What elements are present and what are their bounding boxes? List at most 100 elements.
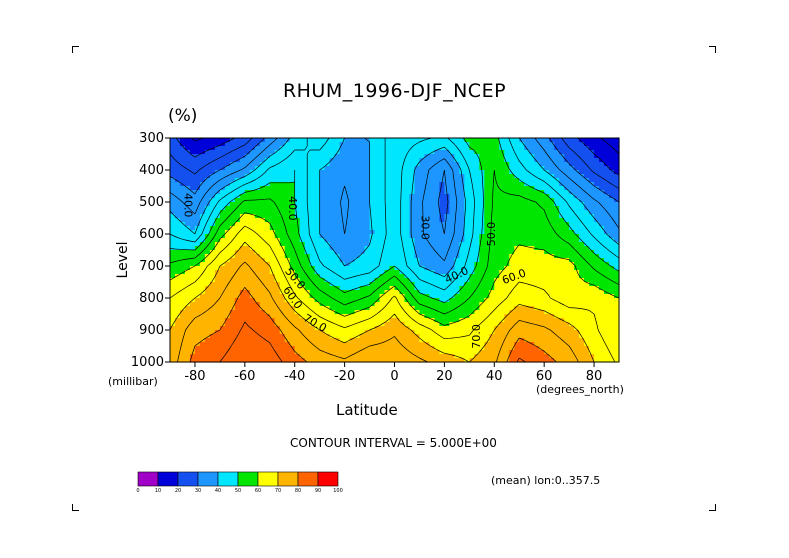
heatmap-cell (374, 230, 381, 235)
heatmap-cell (229, 334, 236, 339)
heatmap-cell (514, 270, 520, 275)
heatmap-cell (389, 158, 396, 163)
heatmap-cell (564, 306, 570, 311)
heatmap-cell (449, 334, 455, 339)
heatmap-cell (584, 242, 590, 247)
heatmap-cell (229, 294, 236, 299)
heatmap-cell (170, 202, 176, 207)
heatmap-cell (349, 330, 356, 335)
heatmap-cell (224, 206, 231, 211)
heatmap-cell (559, 198, 565, 203)
heatmap-cell (204, 358, 211, 363)
heatmap-cell (379, 154, 386, 159)
heatmap-cell (174, 294, 181, 299)
heatmap-cell (559, 342, 565, 347)
heatmap-cell (294, 154, 301, 159)
heatmap-cell (494, 294, 500, 299)
heatmap-cell (594, 326, 600, 331)
heatmap-cell (409, 314, 416, 319)
heatmap-cell (174, 170, 181, 175)
heatmap-cell (309, 282, 316, 287)
heatmap-cell (179, 226, 186, 231)
heatmap-cell (329, 262, 336, 267)
heatmap-cell (229, 270, 236, 275)
heatmap-cell (374, 234, 381, 239)
heatmap-cell (309, 318, 316, 323)
heatmap-cell (259, 270, 266, 275)
heatmap-cell (604, 142, 610, 147)
heatmap-cell (399, 174, 406, 179)
heatmap-cell (219, 206, 226, 211)
heatmap-cell (464, 258, 470, 263)
heatmap-cell (449, 290, 455, 295)
heatmap-cell (254, 202, 261, 207)
heatmap-cell (419, 158, 426, 163)
heatmap-cell (589, 294, 595, 299)
heatmap-cell (389, 142, 396, 147)
heatmap-cell (329, 238, 336, 243)
heatmap-cell (254, 290, 261, 295)
heatmap-cell (379, 298, 386, 303)
heatmap-cell (409, 178, 416, 183)
heatmap-cell (424, 282, 431, 287)
heatmap-cell (224, 310, 231, 315)
heatmap-cell (369, 190, 376, 195)
heatmap-cell (339, 194, 346, 199)
heatmap-cell (234, 162, 241, 167)
heatmap-cell (254, 254, 261, 259)
heatmap-cell (244, 290, 251, 295)
heatmap-cell (264, 270, 271, 275)
heatmap-cell (469, 258, 475, 263)
heatmap-cell (599, 270, 605, 275)
heatmap-cell (319, 330, 326, 335)
heatmap-cell (184, 150, 191, 155)
heatmap-cell (319, 290, 326, 295)
heatmap-cell (514, 266, 520, 271)
heatmap-cell (439, 334, 445, 339)
heatmap-cell (584, 254, 590, 259)
heatmap-cell (319, 214, 326, 219)
heatmap-cell (454, 326, 460, 331)
heatmap-cell (514, 286, 520, 291)
heatmap-cell (334, 314, 341, 319)
heatmap-cell (574, 270, 580, 275)
heatmap-cell (214, 342, 221, 347)
heatmap-cell (204, 186, 211, 191)
heatmap-cell (374, 142, 381, 147)
heatmap-cell (279, 158, 286, 163)
heatmap-cell (419, 230, 426, 235)
heatmap-cell (559, 346, 565, 351)
heatmap-cell (424, 286, 431, 291)
heatmap-cell (339, 242, 346, 247)
heatmap-cell (184, 258, 191, 263)
heatmap-cell (544, 174, 550, 179)
heatmap-cell (534, 310, 540, 315)
heatmap-cell (554, 170, 560, 175)
heatmap-cell (454, 146, 460, 151)
heatmap-cell (489, 170, 495, 175)
heatmap-cell (454, 338, 460, 343)
heatmap-cell (554, 214, 560, 219)
heatmap-cell (604, 322, 610, 327)
heatmap-cell (434, 294, 440, 299)
heatmap-cell (259, 234, 266, 239)
heatmap-cell (579, 258, 585, 263)
heatmap-cell (194, 286, 201, 291)
heatmap-cell (539, 166, 545, 171)
heatmap-cell (369, 314, 376, 319)
heatmap-cell (599, 206, 605, 211)
heatmap-cell (454, 294, 460, 299)
heatmap-cell (499, 274, 505, 279)
heatmap-cell (379, 162, 386, 167)
heatmap-cell (584, 354, 590, 359)
heatmap-cell (324, 238, 331, 243)
heatmap-cell (574, 342, 580, 347)
heatmap-cell (304, 314, 311, 319)
heatmap-cell (349, 230, 356, 235)
heatmap-cell (474, 170, 480, 175)
heatmap-cell (604, 318, 610, 323)
heatmap-cell (484, 234, 490, 239)
heatmap-cell (614, 178, 620, 183)
heatmap-cell (324, 254, 331, 259)
heatmap-cell (564, 234, 570, 239)
